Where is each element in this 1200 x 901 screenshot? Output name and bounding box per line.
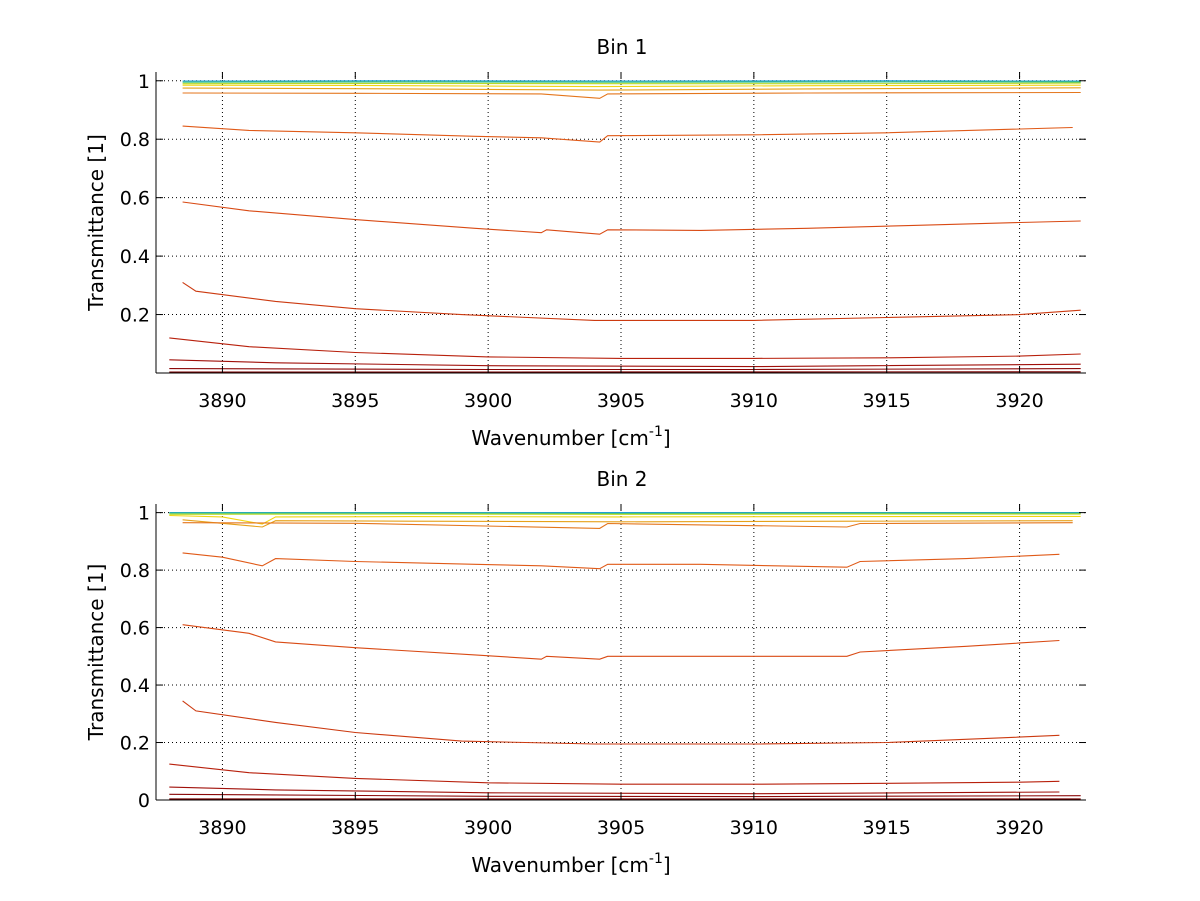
series-line (182, 700, 1060, 745)
x-tick-label: 3910 (730, 390, 778, 412)
y-tick-label: 0.2 (120, 305, 150, 327)
series-line (169, 368, 1081, 371)
y-axis-label: Transmittance [1] (84, 564, 108, 742)
y-tick-label: 0 (138, 790, 150, 812)
series-line (169, 763, 1060, 785)
series-line (182, 281, 1081, 321)
y-tick-label: 1 (138, 71, 150, 93)
x-axis-label: Wavenumber [cm-1] (471, 851, 670, 877)
y-tick-label: 0.8 (120, 129, 150, 151)
series-line (182, 84, 1081, 88)
x-tick-label: 3910 (730, 817, 778, 839)
subplot-2: 3890 3895 3900 3905 3910 3915 3920 0 0.2 0.4 0.6 0.… (84, 467, 1086, 877)
x-axis-label-sup: -1 (649, 424, 663, 440)
series-line (169, 514, 1081, 525)
series-line (182, 624, 1060, 660)
x-tick-label: 3900 (464, 817, 512, 839)
x-tick-label: 3920 (995, 817, 1043, 839)
y-tick-label: 0.6 (120, 618, 150, 640)
x-tick-label: 3905 (597, 390, 645, 412)
x-axis-label: Wavenumber [cm-1] (471, 424, 670, 450)
x-axis-label-main: Wavenumber [cm (471, 853, 649, 877)
series-group (169, 512, 1081, 800)
x-tick-label: 3895 (331, 390, 379, 412)
x-axis-label-end: ] (663, 426, 671, 450)
series-line (182, 125, 1073, 143)
x-tick-label: 3915 (863, 390, 911, 412)
subplot-1: 3890 3895 3900 3905 3910 3915 3920 0.2 0.4 0.6 0.8… (84, 35, 1086, 450)
x-tick-label: 3895 (331, 817, 379, 839)
series-line (169, 359, 1081, 368)
x-tick-label: 3890 (198, 390, 246, 412)
y-axis-label: Transmittance [1] (84, 134, 108, 312)
series-line (169, 337, 1081, 359)
x-tick-label: 3915 (863, 817, 911, 839)
series-line (169, 793, 1081, 798)
x-tick-label: 3905 (597, 817, 645, 839)
y-tick-label: 0.4 (120, 246, 150, 268)
y-tick-label: 0.8 (120, 560, 150, 582)
x-tick-label: 3890 (198, 817, 246, 839)
x-tick-label: 3920 (995, 390, 1043, 412)
chart-title: Bin 1 (596, 35, 647, 59)
x-tick-label: 3900 (464, 390, 512, 412)
series-line (182, 201, 1081, 235)
series-line (182, 519, 1073, 528)
x-axis-label-sup: -1 (649, 851, 663, 867)
x-axis-label-end: ] (663, 853, 671, 877)
series-group (169, 80, 1081, 373)
series-line (169, 786, 1060, 795)
chart-title: Bin 2 (596, 467, 647, 491)
x-axis-label-main: Wavenumber [cm (471, 426, 649, 450)
y-tick-label: 0.6 (120, 188, 150, 210)
series-line (182, 91, 1081, 99)
series-line (182, 82, 1081, 85)
series-line (182, 522, 1073, 529)
y-tick-label: 1 (138, 503, 150, 525)
y-tick-label: 0.2 (120, 733, 150, 755)
series-line (182, 87, 1081, 91)
series-line (182, 552, 1060, 570)
y-tick-label: 0.4 (120, 675, 150, 697)
